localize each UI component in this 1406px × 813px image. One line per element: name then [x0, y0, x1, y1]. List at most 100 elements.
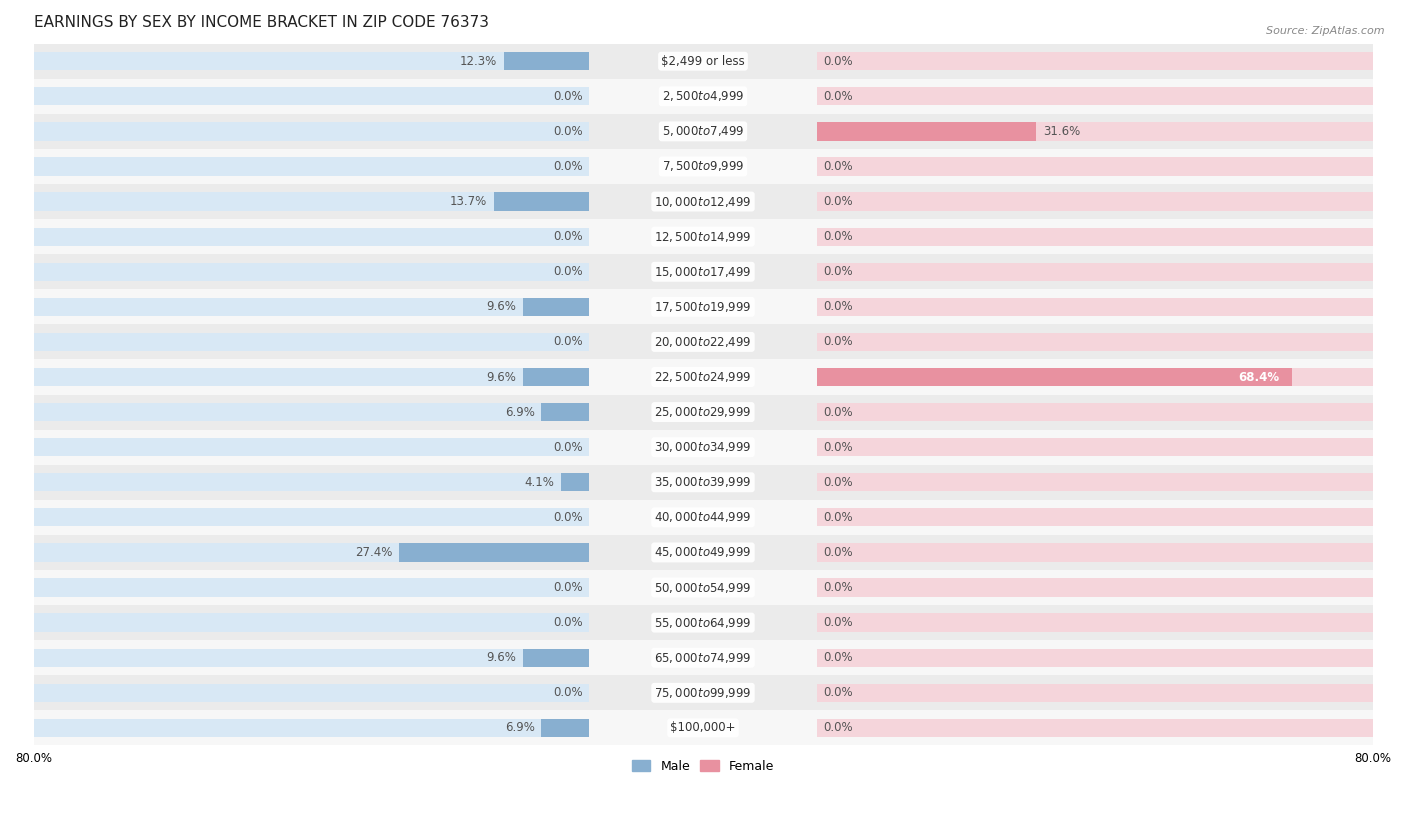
Bar	[34, 79, 1372, 114]
Bar	[817, 228, 1372, 246]
Text: $25,000 to $29,999: $25,000 to $29,999	[654, 405, 752, 419]
Text: $50,000 to $54,999: $50,000 to $54,999	[654, 580, 752, 594]
Text: $2,499 or less: $2,499 or less	[661, 54, 745, 67]
Bar	[817, 298, 1372, 316]
Bar	[34, 158, 589, 176]
Bar	[817, 543, 1372, 562]
Text: 0.0%: 0.0%	[553, 230, 582, 243]
Bar	[34, 684, 589, 702]
Text: $40,000 to $44,999: $40,000 to $44,999	[654, 511, 752, 524]
Text: 0.0%: 0.0%	[824, 441, 853, 454]
Bar	[817, 122, 1372, 141]
Text: 0.0%: 0.0%	[553, 581, 582, 594]
Bar	[34, 719, 589, 737]
Bar	[34, 359, 1372, 394]
Legend: Male, Female: Male, Female	[627, 754, 779, 778]
Text: 0.0%: 0.0%	[553, 265, 582, 278]
Bar	[817, 719, 1372, 737]
Text: 0.0%: 0.0%	[824, 616, 853, 629]
Text: 9.6%: 9.6%	[486, 371, 516, 384]
Text: 0.0%: 0.0%	[824, 546, 853, 559]
Bar	[34, 52, 589, 71]
Text: $55,000 to $64,999: $55,000 to $64,999	[654, 615, 752, 629]
Text: 0.0%: 0.0%	[824, 721, 853, 734]
Text: 31.6%: 31.6%	[1043, 125, 1080, 138]
Bar	[817, 122, 1036, 141]
Text: Source: ZipAtlas.com: Source: ZipAtlas.com	[1267, 26, 1385, 36]
Bar	[34, 394, 1372, 429]
Bar	[34, 228, 589, 246]
Text: 68.4%: 68.4%	[1239, 371, 1279, 384]
Bar	[817, 367, 1292, 386]
Bar	[34, 220, 1372, 254]
Bar	[34, 254, 1372, 289]
Bar	[34, 465, 1372, 500]
Bar	[817, 158, 1372, 176]
Bar	[817, 614, 1372, 632]
Text: 4.1%: 4.1%	[524, 476, 554, 489]
Text: 27.4%: 27.4%	[354, 546, 392, 559]
Bar	[399, 543, 589, 562]
Bar	[34, 649, 589, 667]
Bar	[34, 438, 589, 456]
Text: 0.0%: 0.0%	[824, 651, 853, 664]
Bar	[817, 367, 1372, 386]
Bar	[34, 367, 589, 386]
Bar	[523, 649, 589, 667]
Bar	[34, 473, 589, 491]
Bar	[817, 508, 1372, 527]
Text: $17,500 to $19,999: $17,500 to $19,999	[654, 300, 752, 314]
Bar	[34, 324, 1372, 359]
Text: $15,000 to $17,499: $15,000 to $17,499	[654, 265, 752, 279]
Bar	[541, 403, 589, 421]
Text: 0.0%: 0.0%	[824, 300, 853, 313]
Text: 0.0%: 0.0%	[553, 616, 582, 629]
Text: $35,000 to $39,999: $35,000 to $39,999	[654, 476, 752, 489]
Text: $2,500 to $4,999: $2,500 to $4,999	[662, 89, 744, 103]
Text: $100,000+: $100,000+	[671, 721, 735, 734]
Text: 0.0%: 0.0%	[824, 581, 853, 594]
Bar	[541, 719, 589, 737]
Text: 0.0%: 0.0%	[824, 230, 853, 243]
Bar	[34, 114, 1372, 149]
Bar	[523, 367, 589, 386]
Bar	[34, 298, 589, 316]
Bar	[34, 640, 1372, 676]
Text: 0.0%: 0.0%	[553, 160, 582, 173]
Text: 0.0%: 0.0%	[553, 336, 582, 349]
Text: 6.9%: 6.9%	[505, 721, 534, 734]
Text: 0.0%: 0.0%	[824, 406, 853, 419]
Text: 9.6%: 9.6%	[486, 300, 516, 313]
Text: 0.0%: 0.0%	[824, 160, 853, 173]
Text: EARNINGS BY SEX BY INCOME BRACKET IN ZIP CODE 76373: EARNINGS BY SEX BY INCOME BRACKET IN ZIP…	[34, 15, 488, 30]
Text: $65,000 to $74,999: $65,000 to $74,999	[654, 650, 752, 665]
Bar	[817, 403, 1372, 421]
Text: 0.0%: 0.0%	[824, 265, 853, 278]
Bar	[817, 684, 1372, 702]
Bar	[817, 578, 1372, 597]
Text: 0.0%: 0.0%	[824, 195, 853, 208]
Bar	[34, 193, 589, 211]
Bar	[34, 333, 589, 351]
Bar	[34, 543, 589, 562]
Text: 0.0%: 0.0%	[824, 54, 853, 67]
Text: 6.9%: 6.9%	[505, 406, 534, 419]
Bar	[817, 263, 1372, 280]
Bar	[34, 403, 589, 421]
Bar	[503, 52, 589, 71]
Text: 0.0%: 0.0%	[553, 89, 582, 102]
Bar	[34, 578, 589, 597]
Bar	[34, 535, 1372, 570]
Bar	[523, 298, 589, 316]
Text: $45,000 to $49,999: $45,000 to $49,999	[654, 546, 752, 559]
Bar	[494, 193, 589, 211]
Text: 0.0%: 0.0%	[824, 511, 853, 524]
Bar	[34, 605, 1372, 640]
Bar	[34, 289, 1372, 324]
Text: 0.0%: 0.0%	[553, 125, 582, 138]
Bar	[34, 676, 1372, 711]
Bar	[34, 508, 589, 527]
Text: $30,000 to $34,999: $30,000 to $34,999	[654, 440, 752, 454]
Bar	[817, 193, 1372, 211]
Text: $10,000 to $12,499: $10,000 to $12,499	[654, 194, 752, 209]
